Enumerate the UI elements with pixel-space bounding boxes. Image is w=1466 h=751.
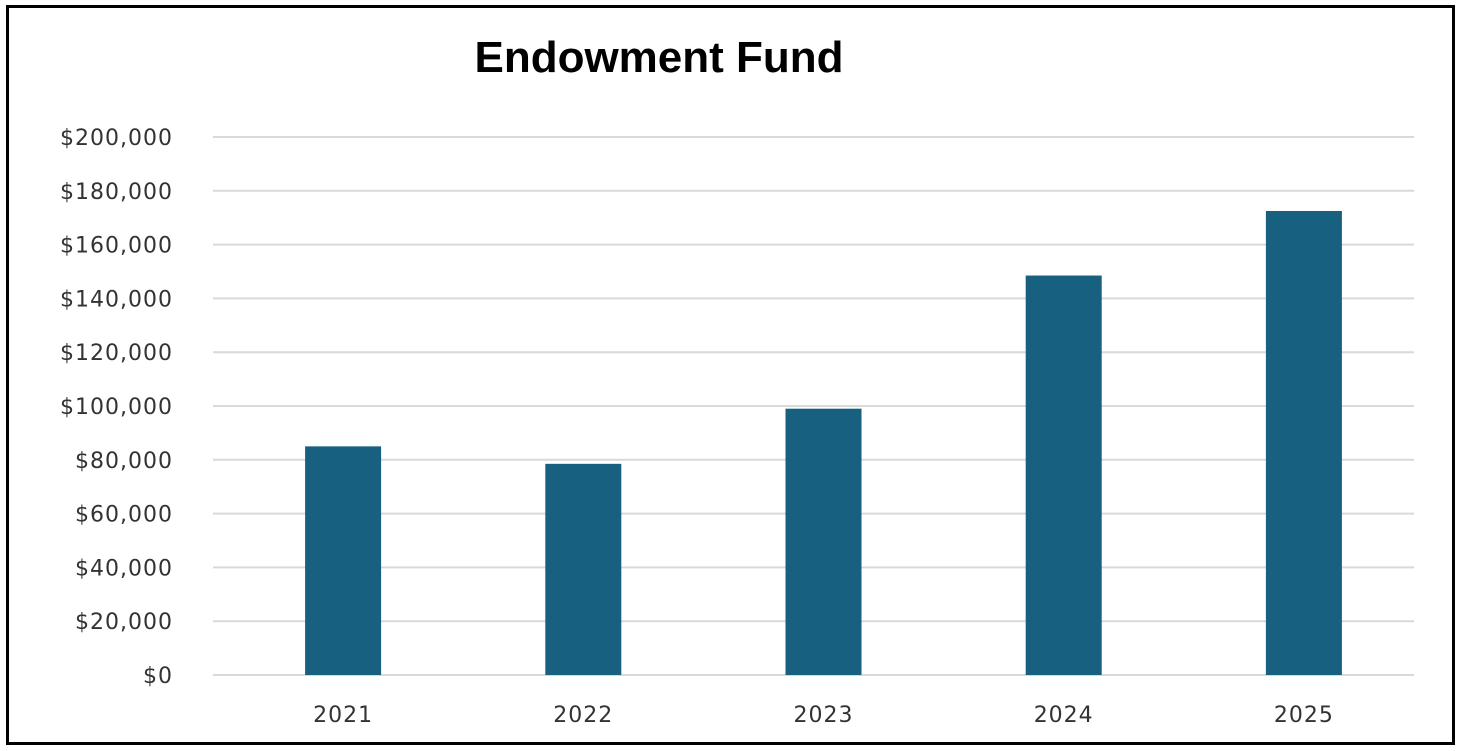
x-tick-label: 2023 <box>794 703 854 728</box>
x-tick-label: 2025 <box>1274 703 1334 728</box>
bar-2021 <box>305 446 382 675</box>
y-axis-ticks: $0 $20,000 $40,000 $60,000 $80,000 $100,000 $1… <box>60 126 173 689</box>
bar-2024 <box>1025 275 1102 675</box>
x-tick-label: 2024 <box>1034 703 1094 728</box>
y-tick-label: $40,000 <box>75 556 173 581</box>
gridlines <box>213 136 1414 676</box>
y-tick-label: $180,000 <box>60 180 173 205</box>
y-tick-label: $80,000 <box>75 449 173 474</box>
x-tick-label: 2022 <box>553 703 613 728</box>
bars <box>305 210 1342 675</box>
bar-2023 <box>785 408 862 675</box>
y-tick-label: $60,000 <box>75 503 173 528</box>
bar-2025 <box>1265 210 1342 675</box>
x-axis-ticks: 2021 2022 2023 2024 2025 <box>313 703 1334 728</box>
y-tick-label: $0 <box>143 664 173 689</box>
bar-2022 <box>545 463 622 675</box>
x-tick-label: 2021 <box>313 703 373 728</box>
y-tick-label: $200,000 <box>60 126 173 151</box>
y-tick-label: $140,000 <box>60 287 173 312</box>
y-tick-label: $120,000 <box>60 341 173 366</box>
y-tick-label: $160,000 <box>60 234 173 259</box>
y-tick-label: $20,000 <box>75 610 173 635</box>
chart-title: Endowment Fund <box>474 33 844 82</box>
y-tick-label: $100,000 <box>60 395 173 420</box>
